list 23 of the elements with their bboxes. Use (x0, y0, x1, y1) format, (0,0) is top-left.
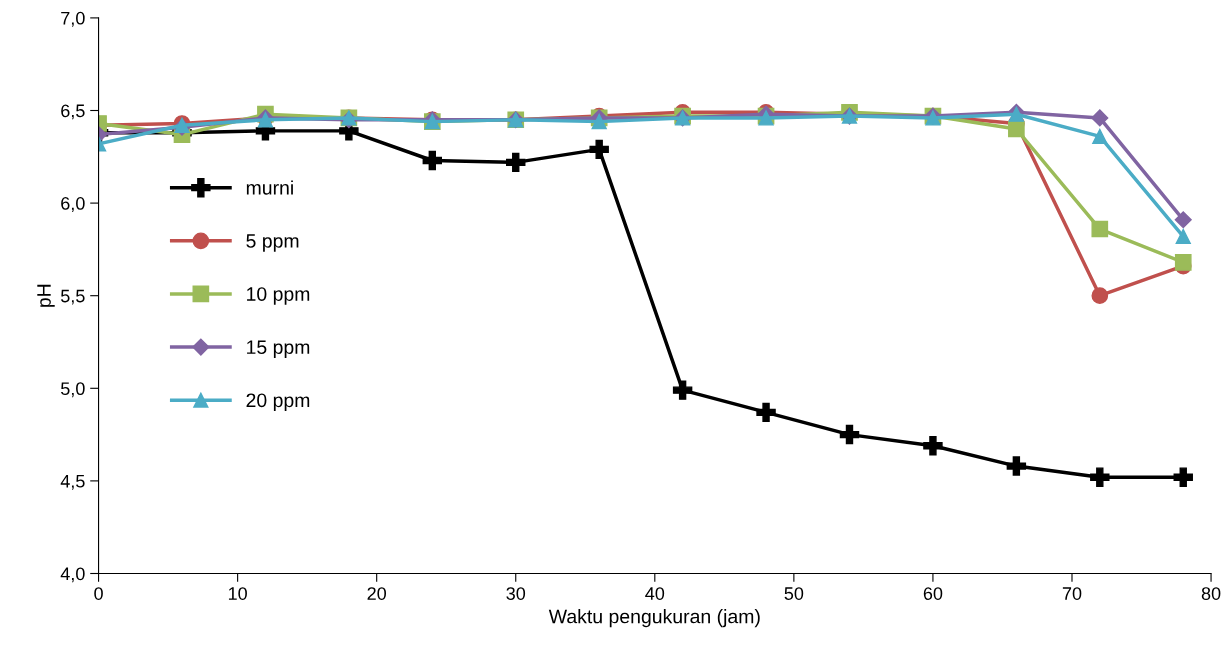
legend-label: murni (246, 180, 293, 195)
x-axis-title: Waktu pengukuran (jam) (548, 609, 760, 628)
x-tick-label: 60 (923, 587, 943, 600)
legend-label: 15 ppm (247, 340, 310, 358)
y-tick-label: 6,5 (61, 104, 85, 120)
y-tick-label: 5,5 (60, 289, 85, 305)
y-tick-label: 4,5 (60, 475, 85, 490)
x-tick-label: 0 (94, 587, 103, 600)
legend-label: 10 ppm (247, 287, 310, 305)
y-tick-label: 5,0 (60, 382, 85, 398)
x-tick-label: 20 (367, 587, 387, 600)
y-tick-label: 6,0 (61, 197, 85, 212)
x-tick-label: 80 (1201, 587, 1221, 600)
x-tick-label: 50 (784, 587, 804, 600)
y-tick-label: 4,0 (60, 567, 85, 583)
y-axis-title: pH (37, 284, 55, 307)
legend-label: 5 ppm (246, 234, 299, 252)
x-tick-label: 10 (228, 587, 247, 600)
y-tick-label: 7,0 (61, 11, 85, 27)
x-tick-label: 30 (506, 587, 526, 600)
x-tick-label: 40 (645, 587, 665, 600)
legend-label: 20 ppm (246, 393, 310, 412)
x-tick-label: 70 (1062, 587, 1082, 600)
